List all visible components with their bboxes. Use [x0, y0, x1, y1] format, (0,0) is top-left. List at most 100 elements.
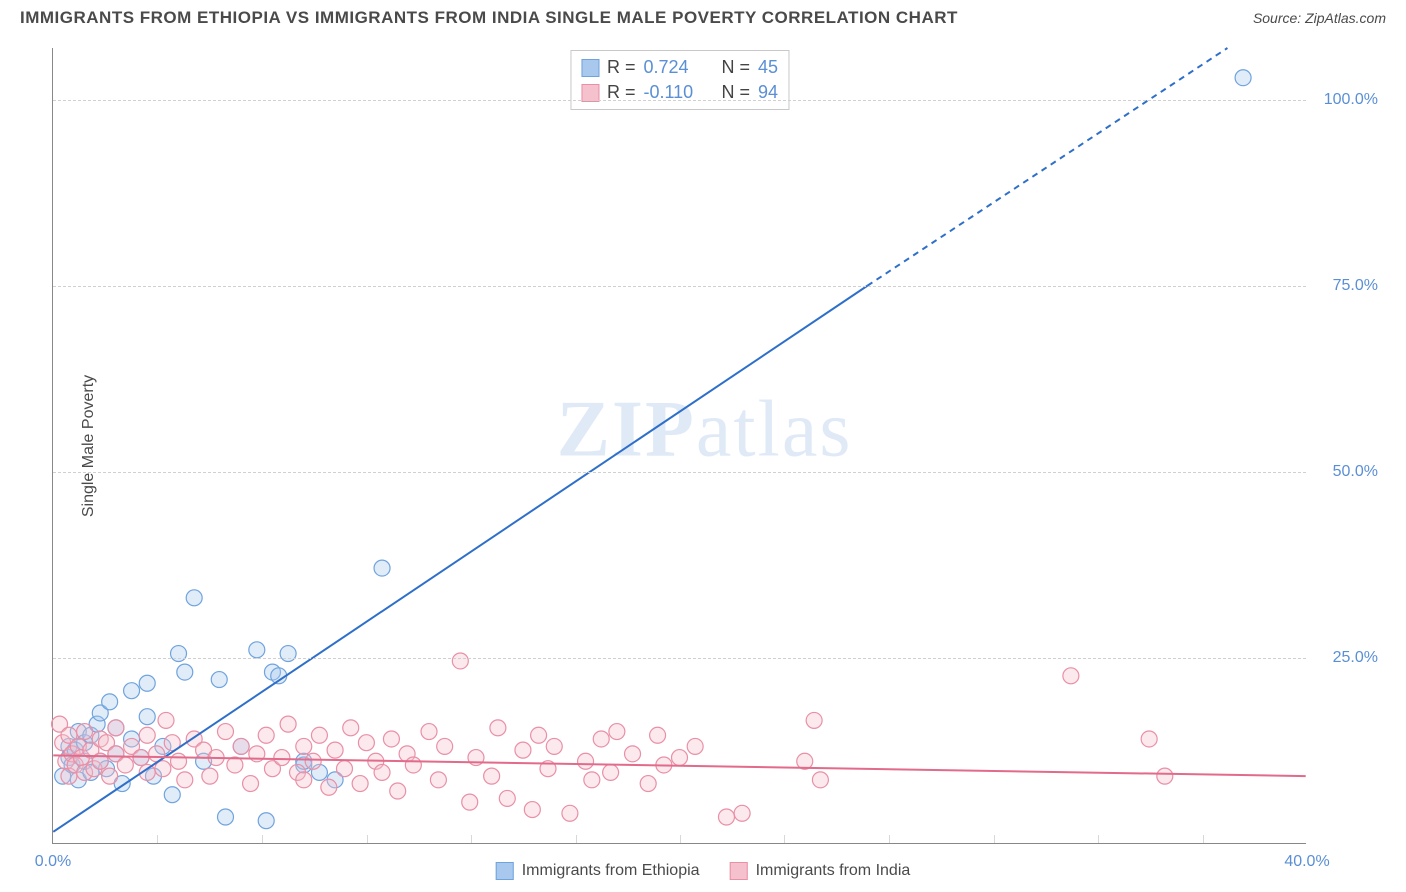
- legend-swatch: [581, 84, 599, 102]
- x-tick-mark: [367, 835, 368, 843]
- data-point: [296, 738, 312, 754]
- data-point: [358, 735, 374, 751]
- data-point: [593, 731, 609, 747]
- gridline-h: [53, 286, 1306, 287]
- data-point: [211, 672, 227, 688]
- data-point: [718, 809, 734, 825]
- data-point: [202, 768, 218, 784]
- data-point: [1063, 668, 1079, 684]
- data-point: [218, 724, 234, 740]
- gridline-h: [53, 658, 1306, 659]
- x-tick-label: 0.0%: [35, 853, 71, 871]
- data-point: [383, 731, 399, 747]
- gridline-h: [53, 100, 1306, 101]
- data-point: [734, 805, 750, 821]
- x-tick-mark: [784, 835, 785, 843]
- scatter-plot-svg: [53, 48, 1306, 843]
- data-point: [531, 727, 547, 743]
- data-point: [117, 757, 133, 773]
- data-point: [499, 790, 515, 806]
- data-point: [102, 768, 118, 784]
- gridline-h: [53, 472, 1306, 473]
- data-point: [336, 761, 352, 777]
- trend-line: [53, 286, 867, 832]
- data-point: [374, 764, 390, 780]
- data-point: [124, 683, 140, 699]
- data-point: [515, 742, 531, 758]
- data-point: [430, 772, 446, 788]
- x-tick-mark: [680, 835, 681, 843]
- data-point: [490, 720, 506, 736]
- legend-n-value: 45: [758, 57, 778, 78]
- x-tick-mark: [157, 835, 158, 843]
- legend-swatch: [730, 862, 748, 880]
- legend-series-label: Immigrants from Ethiopia: [522, 862, 700, 880]
- legend-r-label: R =: [607, 57, 636, 78]
- legend-bottom-item: Immigrants from India: [730, 862, 911, 880]
- legend-r-value: 0.724: [643, 57, 703, 78]
- legend-row: R = -0.110 N = 94: [581, 80, 778, 105]
- data-point: [640, 776, 656, 792]
- data-point: [311, 727, 327, 743]
- y-tick-label: 50.0%: [1333, 463, 1378, 481]
- data-point: [609, 724, 625, 740]
- data-point: [352, 776, 368, 792]
- data-point: [625, 746, 641, 762]
- data-point: [243, 776, 259, 792]
- data-point: [405, 757, 421, 773]
- x-tick-mark: [471, 835, 472, 843]
- data-point: [812, 772, 828, 788]
- chart-title: IMMIGRANTS FROM ETHIOPIA VS IMMIGRANTS F…: [20, 8, 958, 28]
- data-point: [524, 802, 540, 818]
- data-point: [258, 727, 274, 743]
- data-point: [233, 738, 249, 754]
- data-point: [484, 768, 500, 784]
- data-point: [327, 742, 343, 758]
- data-point: [139, 675, 155, 691]
- data-point: [171, 646, 187, 662]
- data-point: [421, 724, 437, 740]
- data-point: [562, 805, 578, 821]
- x-tick-mark: [1098, 835, 1099, 843]
- legend-swatch: [581, 59, 599, 77]
- data-point: [1141, 731, 1157, 747]
- x-tick-mark: [994, 835, 995, 843]
- data-point: [296, 772, 312, 788]
- data-point: [546, 738, 562, 754]
- data-point: [139, 709, 155, 725]
- x-tick-label: 40.0%: [1284, 853, 1329, 871]
- data-point: [672, 750, 688, 766]
- data-point: [452, 653, 468, 669]
- x-tick-mark: [889, 835, 890, 843]
- data-point: [186, 590, 202, 606]
- data-point: [321, 779, 337, 795]
- source-label: Source: ZipAtlas.com: [1253, 10, 1386, 26]
- legend-row: R = 0.724 N = 45: [581, 55, 778, 80]
- legend-series-label: Immigrants from India: [756, 862, 911, 880]
- data-point: [158, 712, 174, 728]
- data-point: [249, 642, 265, 658]
- x-tick-mark: [576, 835, 577, 843]
- data-point: [280, 716, 296, 732]
- legend-swatch: [496, 862, 514, 880]
- y-tick-label: 25.0%: [1333, 649, 1378, 667]
- data-point: [139, 727, 155, 743]
- data-point: [77, 724, 93, 740]
- data-point: [687, 738, 703, 754]
- data-point: [578, 753, 594, 769]
- data-point: [102, 694, 118, 710]
- data-point: [218, 809, 234, 825]
- data-point: [171, 753, 187, 769]
- legend-n-label: N =: [721, 57, 750, 78]
- data-point: [258, 813, 274, 829]
- data-point: [462, 794, 478, 810]
- data-point: [437, 738, 453, 754]
- data-point: [1157, 768, 1173, 784]
- data-point: [1235, 70, 1251, 86]
- data-point: [650, 727, 666, 743]
- data-point: [343, 720, 359, 736]
- data-point: [390, 783, 406, 799]
- trend-line-dashed: [867, 48, 1227, 286]
- data-point: [164, 787, 180, 803]
- y-tick-label: 100.0%: [1324, 91, 1378, 109]
